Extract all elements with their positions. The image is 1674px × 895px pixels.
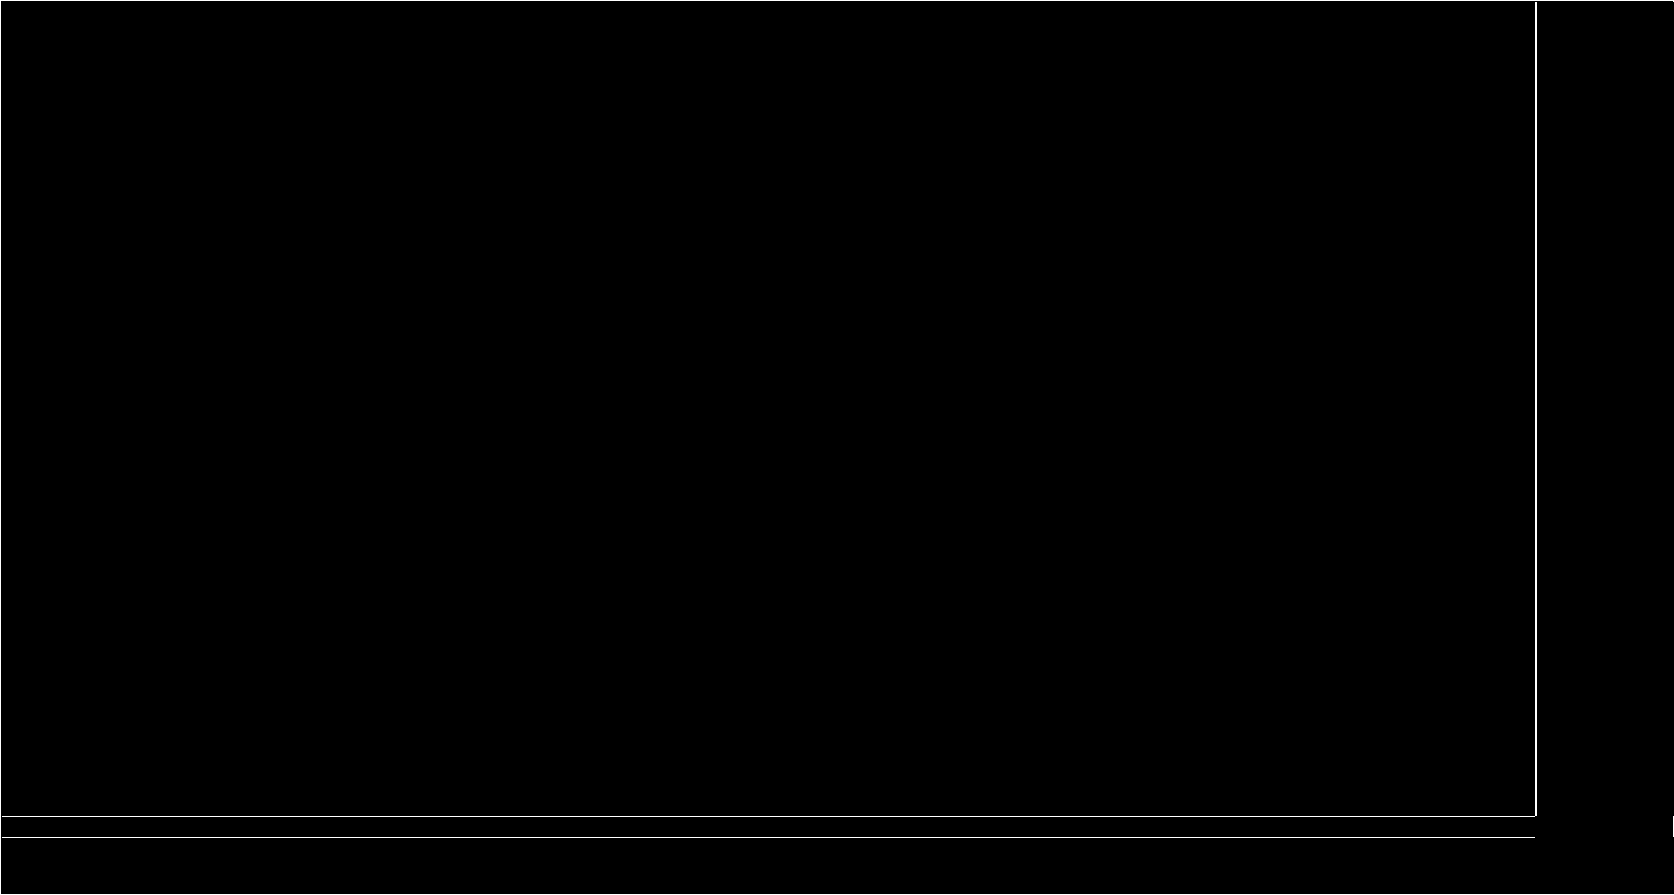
time-axis[interactable] — [2, 837, 1674, 894]
time-axis-rule — [2, 837, 1535, 838]
plot-background — [2, 2, 1535, 816]
price-axis[interactable] — [1536, 2, 1674, 816]
price-axis-rule — [1536, 2, 1537, 816]
chart-canvas — [2, 2, 1535, 816]
plot-bottom-divider — [2, 816, 1535, 817]
price-axis-left-divider — [1535, 2, 1536, 816]
copyright-footer — [2, 817, 1535, 836]
chart-plot-area[interactable] — [2, 2, 1535, 816]
